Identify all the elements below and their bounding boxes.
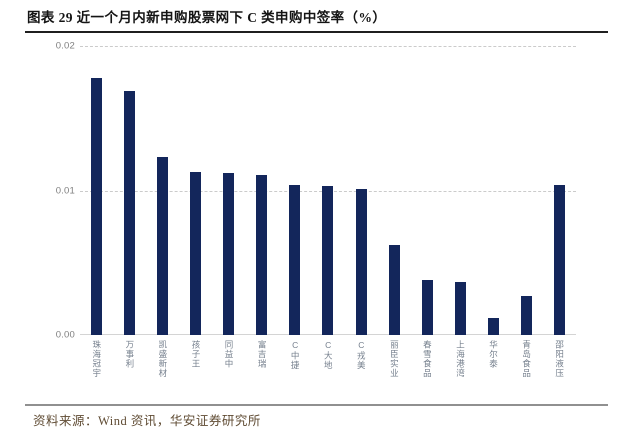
bar-万事利 xyxy=(124,90,136,335)
gridline-0-02 xyxy=(80,46,576,47)
chart-title: 图表 29 近一个月内新申购股票网下 C 类申购中签率（%） xyxy=(27,10,387,25)
x-tick-label: C大地 xyxy=(323,340,334,370)
x-tick-label: 凯盛新材 xyxy=(157,340,168,378)
bar-邵阳液压 xyxy=(553,184,565,335)
x-tick-label: C戎美 xyxy=(356,340,367,370)
footer-divider-line xyxy=(25,404,608,406)
bar-slot xyxy=(113,46,146,335)
x-label-slot: 上海港湾 xyxy=(444,340,477,378)
y-tick-label: 0.02 xyxy=(55,40,75,52)
bar-slot xyxy=(543,46,576,335)
y-axis-labels: 0.02 0.01 0.00 xyxy=(28,41,75,341)
bar-slot xyxy=(311,46,344,335)
bar-C大地 xyxy=(322,186,334,335)
bar-slot xyxy=(477,46,510,335)
bar-上海港湾 xyxy=(454,281,466,335)
bar-slot xyxy=(146,46,179,335)
bar-slot xyxy=(212,46,245,335)
bar-春雪食品 xyxy=(421,280,433,335)
bar-slot xyxy=(245,46,278,335)
x-label-slot: 青岛食品 xyxy=(510,340,543,378)
x-label-slot: 凯盛新材 xyxy=(146,340,179,378)
bar-C中捷 xyxy=(289,184,301,335)
bar-华尔泰 xyxy=(487,317,499,335)
bar-珠海冠宇 xyxy=(91,77,103,335)
x-label-slot: 春雪食品 xyxy=(411,340,444,378)
y-tick-label: 0.00 xyxy=(55,329,75,341)
bar-slot xyxy=(80,46,113,335)
bar-C戎美 xyxy=(355,189,367,335)
x-label-slot: C中捷 xyxy=(278,340,311,370)
bar-富吉瑞 xyxy=(256,174,268,335)
x-tick-label: 孩子王 xyxy=(190,340,201,369)
source-note: 资料来源：Wind 资讯，华安证券研究所 xyxy=(33,414,261,428)
x-tick-label: 青岛食品 xyxy=(521,340,532,378)
bar-slot xyxy=(378,46,411,335)
bar-slot xyxy=(444,46,477,335)
x-label-slot: 珠海冠宇 xyxy=(80,340,113,378)
x-label-slot: 丽臣实业 xyxy=(378,340,411,378)
x-label-slot: 同益中 xyxy=(212,340,245,369)
x-tick-label: 珠海冠宇 xyxy=(91,340,102,378)
bar-slot xyxy=(345,46,378,335)
x-tick-label: 春雪食品 xyxy=(422,340,433,378)
y-tick-label: 0.01 xyxy=(55,185,75,196)
x-tick-label: 华尔泰 xyxy=(488,340,499,369)
x-label-slot: C戎美 xyxy=(345,340,378,370)
bars xyxy=(80,46,576,335)
x-tick-label: 同益中 xyxy=(224,340,235,369)
bar-青岛食品 xyxy=(520,296,532,335)
bar-slot xyxy=(411,46,444,335)
bar-凯盛新材 xyxy=(157,157,169,335)
bar-孩子王 xyxy=(190,171,202,335)
x-axis-labels: 珠海冠宇 万事利 凯盛新材 孩子王 同益中 富吉瑞 C中捷 C大地 C戎美 丽臣实业 春雪食品 上海港… xyxy=(80,340,576,378)
x-tick-label: C中捷 xyxy=(290,340,301,370)
x-label-slot: 富吉瑞 xyxy=(245,340,278,369)
bar-slot xyxy=(510,46,543,335)
bar-同益中 xyxy=(223,173,235,335)
bar-chart-plot xyxy=(80,46,576,335)
x-tick-label: 上海港湾 xyxy=(455,340,466,378)
x-tick-label: 丽臣实业 xyxy=(389,340,400,378)
bar-丽臣实业 xyxy=(388,245,400,335)
x-label-slot: 邵阳液压 xyxy=(543,340,576,378)
x-label-slot: C大地 xyxy=(311,340,344,370)
x-tick-label: 富吉瑞 xyxy=(257,340,268,369)
title-divider-line xyxy=(25,31,608,33)
x-label-slot: 华尔泰 xyxy=(477,340,510,369)
x-label-slot: 万事利 xyxy=(113,340,146,369)
x-label-slot: 孩子王 xyxy=(179,340,212,369)
x-tick-label: 万事利 xyxy=(124,340,135,369)
bar-slot xyxy=(179,46,212,335)
bar-slot xyxy=(278,46,311,335)
x-tick-label: 邵阳液压 xyxy=(554,340,565,378)
